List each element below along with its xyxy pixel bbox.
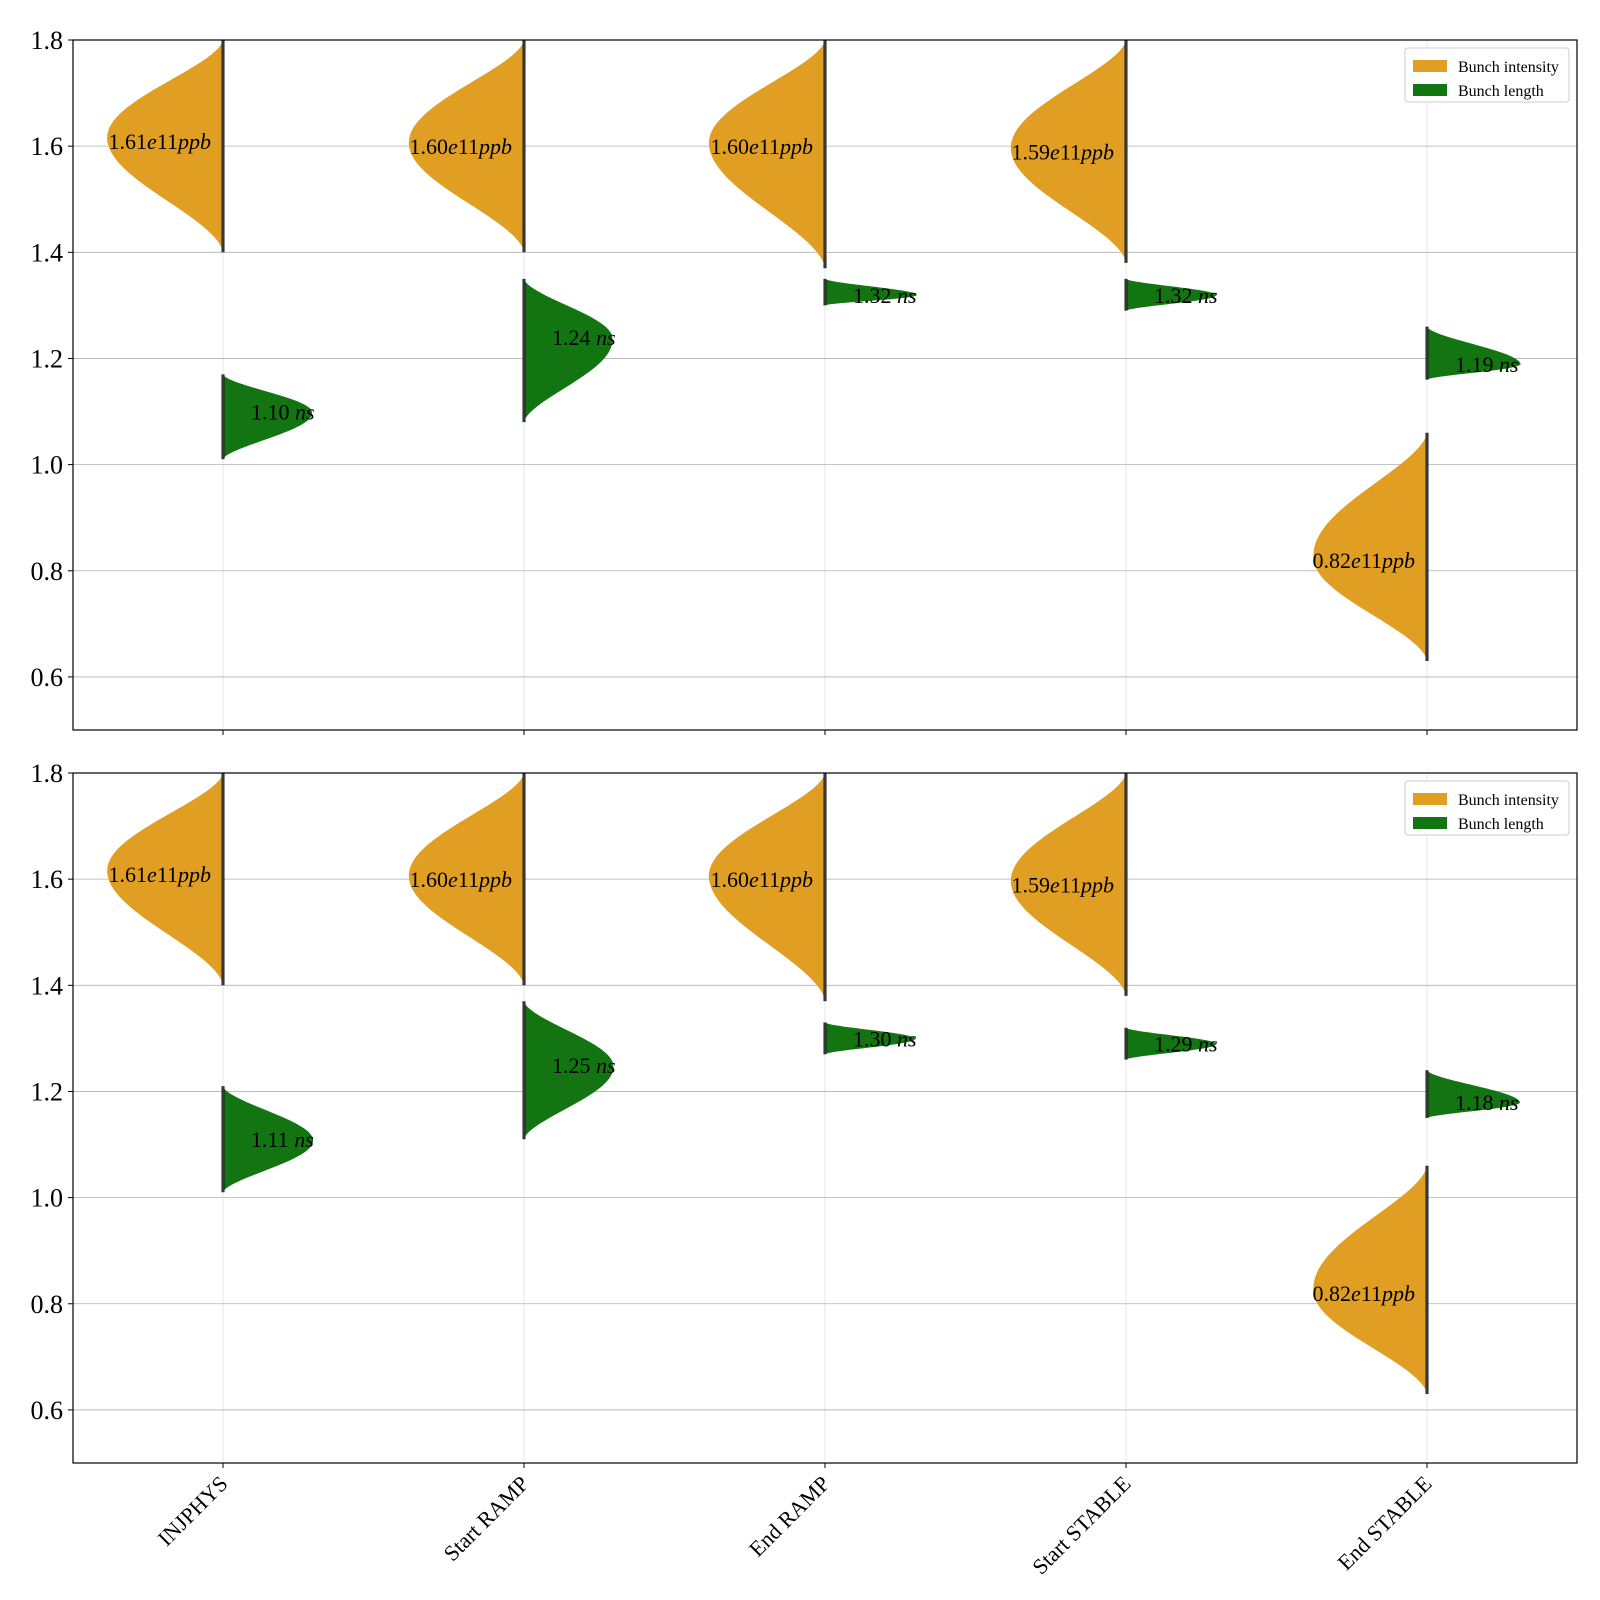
length-violin-2: [524, 1001, 614, 1140]
legend-label: Bunch intensity: [1458, 792, 1559, 809]
legend-swatch: [1413, 793, 1447, 805]
y-tick-label: 1.0: [31, 451, 64, 480]
x-category-label: Start RAMP: [438, 1471, 533, 1566]
length-value-label: 1.30 ns: [853, 1026, 917, 1051]
intensity-value-label: 1.59e11ppb: [1012, 872, 1114, 897]
y-tick-label: 1.2: [31, 1077, 64, 1106]
length-value-label: 1.29 ns: [1154, 1032, 1218, 1057]
x-category-label: INJPHYS: [153, 1471, 233, 1551]
y-tick-label: 1.6: [31, 132, 64, 161]
y-tick-label: 1.8: [31, 759, 64, 788]
intensity-violin-1: [107, 773, 223, 986]
y-tick-label: 0.6: [31, 1396, 64, 1425]
length-value-label: 1.10 ns: [251, 400, 315, 425]
length-violin-4: [1126, 1027, 1217, 1060]
intensity-violin-4: [1010, 773, 1126, 996]
legend-label: Bunch length: [1458, 83, 1544, 100]
legend: Bunch intensity Bunch length: [1404, 47, 1570, 103]
x-category-label: Start STABLE: [1027, 1471, 1135, 1579]
intensity-value-label: 0.82e11ppb: [1313, 548, 1415, 573]
y-tick-label: 1.4: [31, 238, 64, 267]
legend-swatch: [1413, 84, 1447, 96]
intensity-value-label: 1.59e11ppb: [1012, 139, 1114, 164]
length-value-label: 1.32 ns: [853, 283, 917, 308]
y-tick-label: 1.4: [31, 971, 64, 1000]
intensity-violin-5: [1313, 1165, 1427, 1394]
x-category-label: End STABLE: [1332, 1471, 1436, 1575]
legend: Bunch intensity Bunch length: [1404, 780, 1570, 836]
panel-2: 0.6 0.8 1.0 1.2 1.4 1.6 1.8 1.61e11ppb 1.60e11pp…: [31, 759, 1578, 1468]
length-value-label: 1.24 ns: [552, 325, 616, 350]
intensity-value-label: 1.61e11ppb: [109, 129, 211, 154]
intensity-violin-1: [107, 40, 223, 253]
intensity-violin-3: [708, 40, 825, 269]
length-value-label: 1.11 ns: [251, 1127, 314, 1152]
y-tick-label: 1.6: [31, 865, 64, 894]
y-tick-label: 0.8: [31, 557, 64, 586]
length-value-label: 1.25 ns: [552, 1053, 616, 1078]
x-category-label: End RAMP: [744, 1471, 835, 1562]
intensity-value-label: 1.60e11ppb: [711, 867, 813, 892]
y-tick-label: 1.2: [31, 344, 64, 373]
y-tick-label: 0.6: [31, 663, 64, 692]
y-tick-label: 1.8: [31, 26, 64, 55]
y-tick-label: 0.8: [31, 1290, 64, 1319]
length-violin-3: [825, 278, 917, 306]
intensity-violin-2: [408, 40, 524, 253]
plot-frame: [72, 772, 1578, 1464]
panel-1: 0.6 0.8 1.0 1.2 1.4 1.6 1.8 1.61e11ppb 1.60e11pp…: [31, 26, 1578, 735]
length-violin-5: [1427, 326, 1521, 380]
intensity-value-label: 1.60e11ppb: [410, 867, 512, 892]
plot-frame: [72, 39, 1578, 731]
intensity-value-label: 1.60e11ppb: [711, 134, 813, 159]
legend-swatch: [1413, 817, 1447, 829]
intensity-violin-4: [1010, 40, 1126, 263]
length-violin-2: [524, 278, 613, 423]
intensity-violin-5: [1313, 432, 1427, 661]
y-tick-label: 1.0: [31, 1184, 64, 1213]
length-violin-5: [1427, 1070, 1520, 1118]
length-value-label: 1.18 ns: [1455, 1090, 1519, 1115]
length-violin-1: [223, 374, 313, 460]
intensity-value-label: 1.61e11ppb: [109, 862, 211, 887]
intensity-violin-2: [408, 773, 524, 986]
legend-label: Bunch length: [1458, 816, 1544, 833]
length-violin-3: [825, 1022, 916, 1055]
length-violin-4: [1126, 278, 1217, 311]
intensity-value-label: 0.82e11ppb: [1313, 1281, 1415, 1306]
length-value-label: 1.32 ns: [1154, 283, 1218, 308]
length-value-label: 1.19 ns: [1455, 352, 1519, 377]
length-violin-1: [223, 1086, 314, 1193]
intensity-value-label: 1.60e11ppb: [410, 134, 512, 159]
legend-label: Bunch intensity: [1458, 59, 1559, 76]
intensity-violin-3: [708, 773, 825, 1002]
legend-swatch: [1413, 60, 1447, 72]
